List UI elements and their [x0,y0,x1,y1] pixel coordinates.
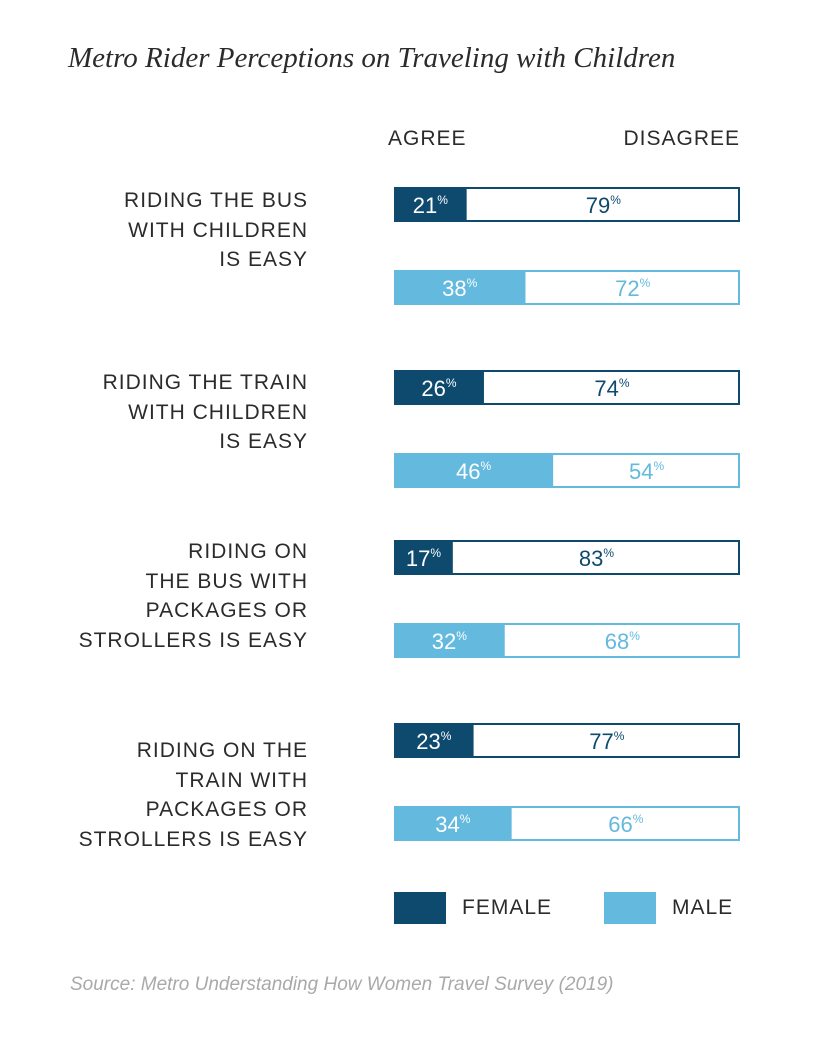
value-label-agree-male: 32% [432,629,467,654]
value-label-agree-male: 38% [442,276,477,301]
value-label-disagree-male: 68% [605,629,640,654]
legend-label-female: FEMALE [462,896,553,919]
row-label-line: IS EASY [219,248,308,271]
row-label-line: THE BUS WITH [145,569,308,593]
row-label-line: STROLLERS IS EASY [78,827,308,851]
value-label-agree-female: 26% [421,376,456,401]
value-label-agree-female: 23% [416,729,451,754]
disagree-header: DISAGREE [623,127,740,150]
row-label-train-children: RIDING THE TRAIN WITH CHILDREN IS EASY [18,368,308,457]
row-label-train-packages: RIDING ON THE TRAIN WITH PACKAGES OR STR… [18,736,308,854]
value-label-disagree-female: 77% [589,729,624,754]
row-label-bus-children: RIDING THE BUS WITH CHILDREN IS EASY [18,186,308,275]
bar-agree-female [394,540,453,575]
row-label-line: RIDING THE BUS [124,189,308,212]
value-label-disagree-female: 74% [594,376,629,401]
bar-agree-male [394,806,512,841]
row-label-line: RIDING ON [188,540,308,563]
row-label-line: WITH CHILDREN [128,400,308,424]
value-label-disagree-female: 83% [579,546,614,571]
legend-label-male: MALE [672,896,734,919]
row-label-line: STROLLERS IS EASY [78,628,308,652]
row-label-line: PACKAGES OR [145,599,308,622]
bar-agree-male [394,623,505,658]
row-label-line: IS EASY [219,430,308,453]
row-label-line: PACKAGES OR [145,798,308,821]
bar-agree-female [394,187,467,222]
row-label-line: TRAIN WITH [175,768,308,792]
row-label-line: WITH CHILDREN [128,218,308,242]
legend-swatch-female [394,892,446,924]
row-label-line: RIDING THE TRAIN [102,371,308,394]
chart-title: Metro Rider Perceptions on Traveling wit… [68,42,676,74]
bar-agree-male [394,453,554,488]
row-label-bus-packages: RIDING ON THE BUS WITH PACKAGES OR STROL… [18,537,308,655]
value-label-disagree-male: 72% [615,276,650,301]
agree-header: AGREE [388,127,467,150]
value-label-agree-female: 21% [413,193,448,218]
value-label-agree-male: 34% [435,812,470,837]
bar-agree-female [394,370,484,405]
legend-swatch-male [604,892,656,924]
value-label-agree-female: 17% [406,546,441,571]
value-label-disagree-male: 66% [608,812,643,837]
row-label-line: RIDING ON THE [136,739,308,762]
bar-agree-male [394,270,526,305]
value-label-disagree-female: 79% [586,193,621,218]
value-label-disagree-male: 54% [629,459,664,484]
source-note: Source: Metro Understanding How Women Tr… [70,974,614,995]
value-label-agree-male: 46% [456,459,491,484]
bar-agree-female [394,723,474,758]
